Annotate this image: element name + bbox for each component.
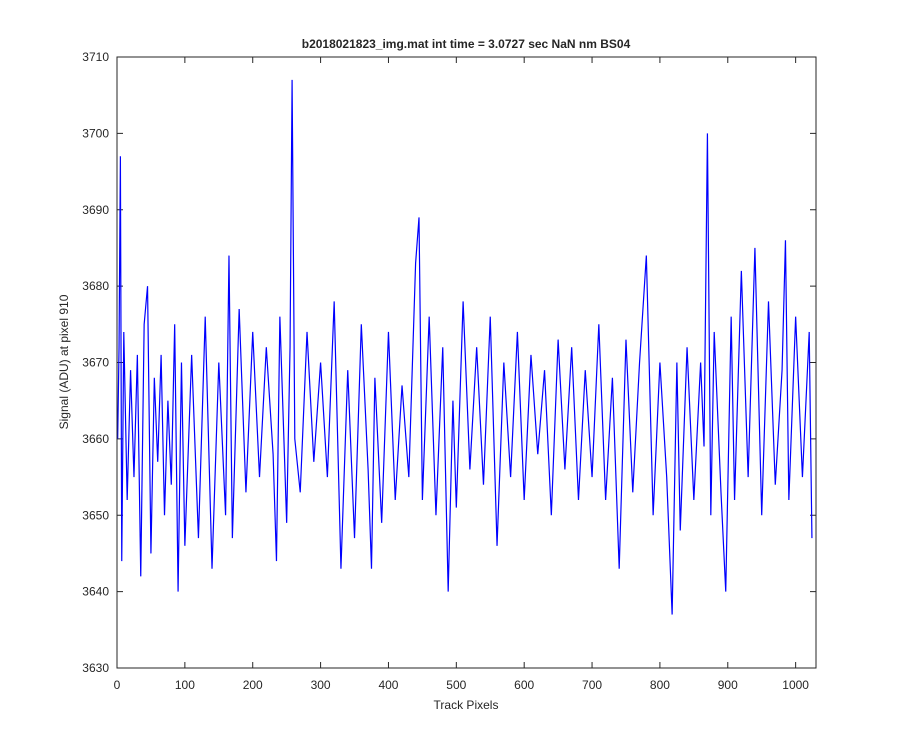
- x-tick-label: 800: [650, 678, 670, 692]
- x-tick-label: 500: [446, 678, 466, 692]
- x-tick-label: 600: [514, 678, 534, 692]
- y-tick-label: 3700: [82, 126, 109, 140]
- y-tick-label: 3630: [82, 661, 109, 675]
- y-tick-label: 3650: [82, 508, 109, 522]
- y-tick-label: 3660: [82, 432, 109, 446]
- y-tick-label: 3680: [82, 279, 109, 293]
- x-tick-label: 100: [175, 678, 195, 692]
- x-tick-label: 700: [582, 678, 602, 692]
- x-tick-label: 300: [311, 678, 331, 692]
- x-tick-label: 1000: [782, 678, 809, 692]
- y-tick-label: 3690: [82, 203, 109, 217]
- y-tick-label: 3710: [82, 50, 109, 64]
- x-tick-label: 400: [378, 678, 398, 692]
- data-line: [117, 79, 813, 615]
- x-tick-label: 900: [718, 678, 738, 692]
- chart-title: b2018021823_img.mat int time = 3.0727 se…: [302, 37, 631, 51]
- axes-box: [116, 56, 817, 669]
- y-tick-label: 3670: [82, 356, 109, 370]
- x-tick-label: 200: [243, 678, 263, 692]
- x-tick-label: 0: [114, 678, 121, 692]
- y-axis-label: Signal (ADU) at pixel 910: [57, 294, 71, 429]
- x-axis-label: Track Pixels: [434, 698, 499, 712]
- y-tick-label: 3640: [82, 585, 109, 599]
